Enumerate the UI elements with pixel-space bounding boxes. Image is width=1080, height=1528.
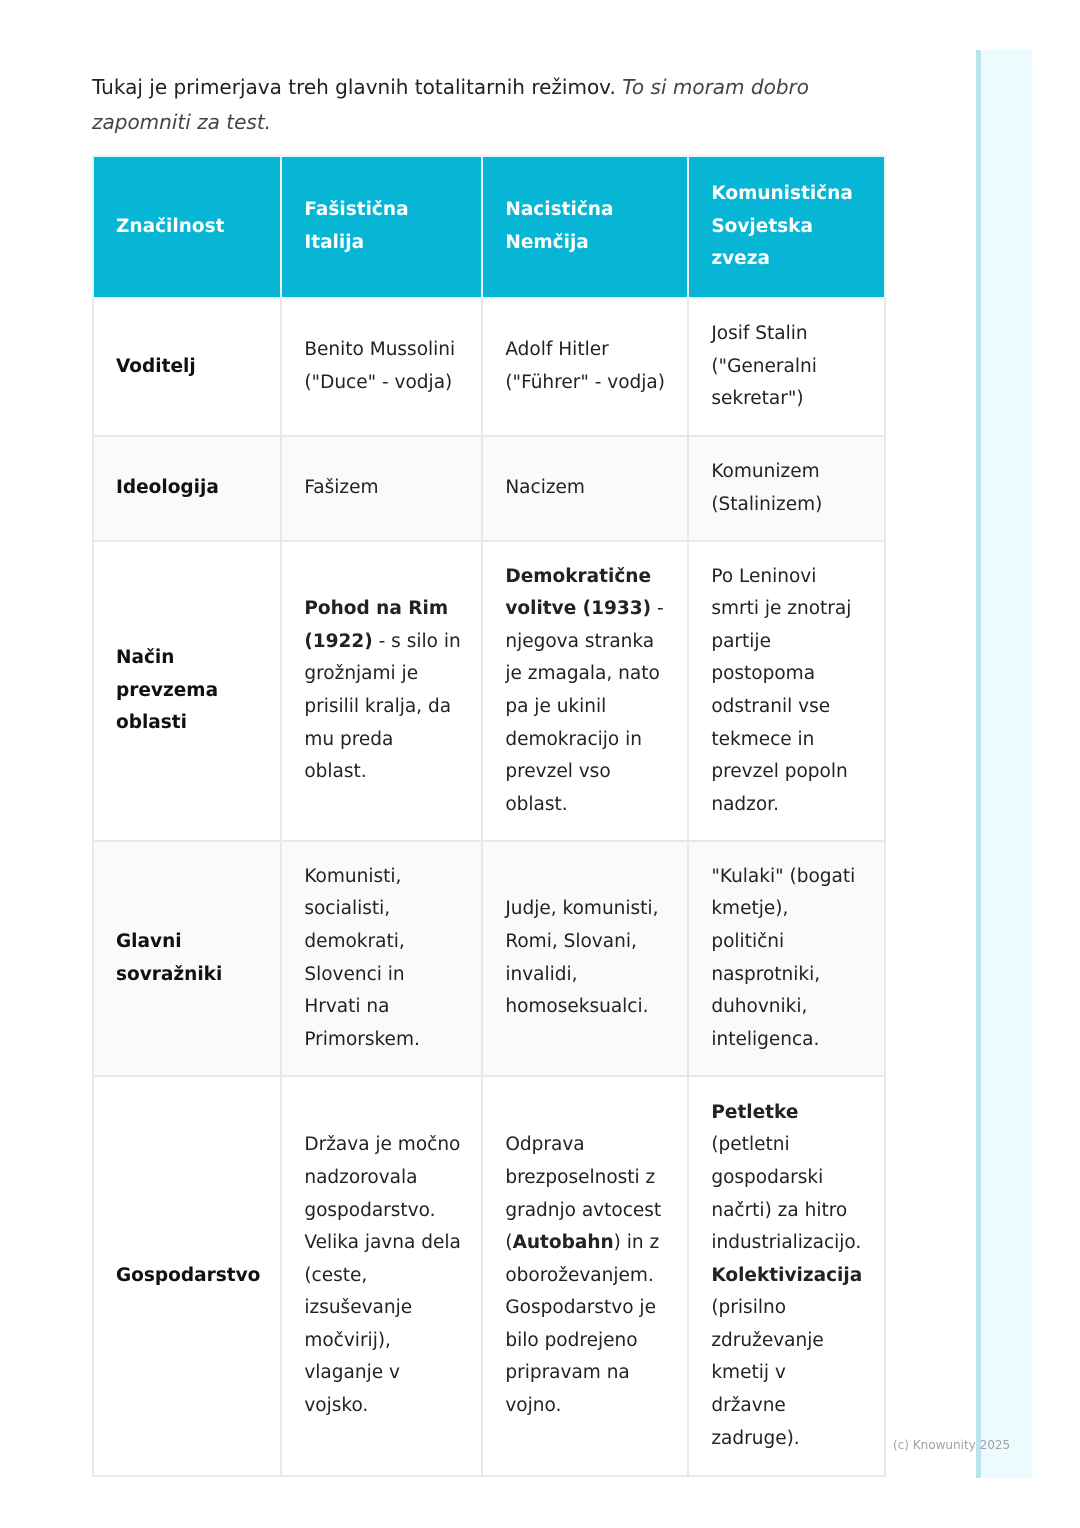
table-cell: Država je močno nadzorovala gospodarstvo… <box>280 1075 484 1477</box>
table-cell: Komunisti, socialisti, demokrati, Sloven… <box>280 840 484 1077</box>
table-row: Način prevzema oblasti Pohod na Rim (1922… <box>91 540 887 842</box>
table-cell: Adolf Hitler ("Führer" - vodja) <box>481 297 690 437</box>
table-row: Gospodarstvo Država je močno nadzorovala … <box>91 1075 887 1477</box>
cell-text: Nacizem <box>505 477 585 499</box>
sidebar-border <box>976 50 981 1478</box>
cell-text: Adolf Hitler ("Führer" - vodja) <box>505 339 665 393</box>
bold-text: Kolektivizacija <box>711 1264 863 1286</box>
table-cell: Komunizem (Stalinizem) <box>687 435 887 542</box>
table-row: Voditelj Benito Mussolini ("Duce" - vodja… <box>91 297 887 437</box>
cell-text: Fašizem <box>304 477 379 499</box>
table-header-row: Značilnost Fašistična Italija Nacistična N… <box>91 155 887 299</box>
row-label: Voditelj <box>91 297 283 437</box>
intro-normal: Tukaj je primerjava treh glavnih totalit… <box>92 75 623 99</box>
column-header: Fašistična Italija <box>280 155 484 299</box>
cell-text: Josif Stalin ("Generalni sekretar") <box>711 323 817 410</box>
row-label: Način prevzema oblasti <box>91 540 283 842</box>
cell-text: Komunizem (Stalinizem) <box>711 460 823 515</box>
row-label: Ideologija <box>91 435 283 542</box>
cell-text: Po Leninovi smrti je znotraj partije pos… <box>711 565 852 815</box>
cell-text: Benito Mussolini ("Duce" - vodja) <box>304 339 456 393</box>
table-cell: "Kulaki" (bogati kmetje), politični nasp… <box>687 840 887 1077</box>
row-label: Gospodarstvo <box>91 1075 283 1477</box>
watermark: (c) Knowunity 2025 <box>893 1438 1011 1452</box>
cell-text: Judje, komunisti, Romi, Slovani, invalid… <box>505 898 659 1018</box>
column-header: Značilnost <box>91 155 283 299</box>
cell-text: (prisilno združevanje kmetij v državne z… <box>711 1297 824 1449</box>
column-header: Nacistična Nemčija <box>481 155 690 299</box>
column-header: Komunistična Sovjetska zveza <box>687 155 887 299</box>
bold-text: Demokratične volitve (1933) <box>505 565 652 620</box>
sidebar-panel <box>976 50 1032 1478</box>
table-cell: Benito Mussolini ("Duce" - vodja) <box>280 297 484 437</box>
comparison-table: Značilnost Fašistična Italija Nacistična N… <box>91 155 887 1477</box>
cell-text: - njegova stranka je zmagala, nato pa je… <box>505 598 664 815</box>
cell-text: (petletni gospodarski načrti) za hitro i… <box>711 1134 862 1254</box>
table-cell: Odprava brezposelnosti z gradnjo avtoces… <box>481 1075 690 1477</box>
bold-text: Autobahn <box>512 1232 614 1254</box>
table-cell: Petletke (petletni gospodarski načrti) z… <box>687 1075 887 1477</box>
cell-text: Odprava brezposelnosti z gradnjo avtoces… <box>505 1134 662 1254</box>
bold-text: Petletke <box>711 1101 799 1123</box>
table-cell: Demokratične volitve (1933) - njegova st… <box>481 540 690 842</box>
cell-text: Država je močno nadzorovala gospodarstvo… <box>304 1134 461 1417</box>
cell-text: - s silo in grožnjami je prisilil kralja… <box>304 630 461 783</box>
table-cell: Pohod na Rim (1922) - s silo in grožnjam… <box>280 540 484 842</box>
table-row: Ideologija Fašizem Nacizem Komunizem (Stali… <box>91 435 887 542</box>
cell-text: ) in z oboroževanjem. Gospodarstvo je bi… <box>505 1232 660 1417</box>
intro-italic: To si moram dobro zapomniti za test. <box>92 75 809 134</box>
bold-text: Pohod na Rim (1922) <box>304 598 449 652</box>
table-row: Glavni sovražniki Komunisti, socialisti, … <box>91 840 887 1077</box>
table-cell: Josif Stalin ("Generalni sekretar") <box>687 297 887 437</box>
table-cell: Judje, komunisti, Romi, Slovani, invalid… <box>481 840 690 1077</box>
intro-text: Tukaj je primerjava treh glavnih totalit… <box>92 70 852 140</box>
table-cell: Po Leninovi smrti je znotraj partije pos… <box>687 540 887 842</box>
cell-text: "Kulaki" (bogati kmetje), politični nasp… <box>711 865 856 1050</box>
row-label: Glavni sovražniki <box>91 840 283 1077</box>
table-cell: Fašizem <box>280 435 484 542</box>
cell-text: Komunisti, socialisti, demokrati, Sloven… <box>304 865 420 1050</box>
table-cell: Nacizem <box>481 435 690 542</box>
